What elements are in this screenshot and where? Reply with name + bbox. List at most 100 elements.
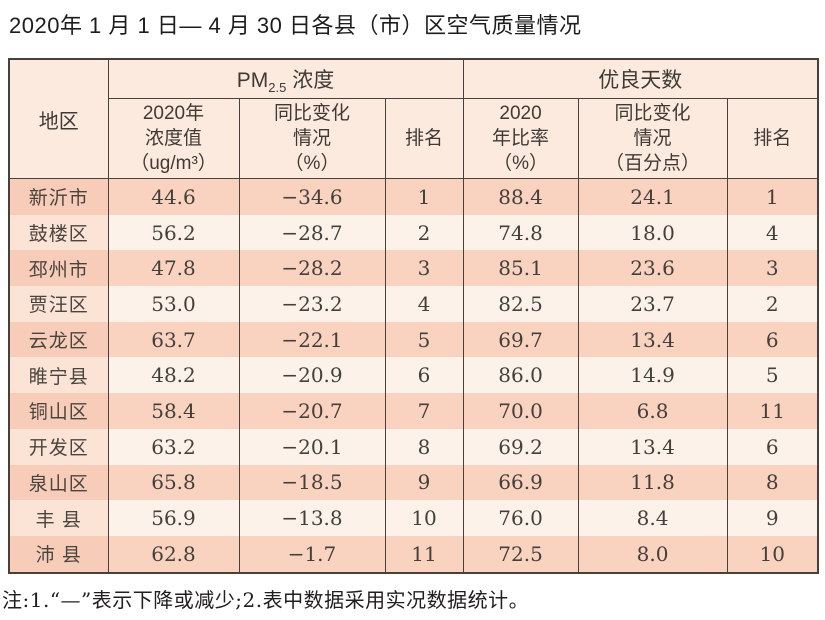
table-row: 铜山区 58.4 −20.7 7 70.0 6.8 11 xyxy=(8,393,819,429)
pm-change-cell: −20.9 xyxy=(238,357,386,394)
good-change-cell: 13.4 xyxy=(577,321,728,358)
good-change-cell: 14.9 xyxy=(577,357,728,394)
good-change-cell: 24.1 xyxy=(577,178,728,215)
pm-value-cell: 56.2 xyxy=(107,214,240,251)
good-ratio-cell: 85.1 xyxy=(462,250,579,287)
pm-value-cell: 44.6 xyxy=(107,178,240,215)
header-good-rank: 排名 xyxy=(726,98,819,179)
pm-rank-cell: 2 xyxy=(384,214,464,251)
header-good-change: 同比变化 情况 （百分点） xyxy=(577,98,728,179)
good-rank-cell: 8 xyxy=(726,464,819,501)
region-cell: 丰 县 xyxy=(8,500,109,536)
good-ratio-cell: 69.2 xyxy=(462,428,579,465)
header-pm25-group: PM2.5 浓度 xyxy=(107,59,464,99)
pm-rank-cell: 9 xyxy=(384,464,464,501)
header-pm-change: 同比变化 情况 （%） xyxy=(238,98,386,179)
pm-change-cell: −13.8 xyxy=(238,500,386,536)
pm-change-cell: −22.1 xyxy=(238,321,386,358)
good-rank-cell: 11 xyxy=(726,393,819,429)
pm-change-cell: −34.6 xyxy=(238,178,386,215)
good-rank-cell: 6 xyxy=(726,321,819,358)
region-cell: 泉山区 xyxy=(8,464,109,501)
good-ratio-cell: 76.0 xyxy=(462,500,579,536)
pm-value-cell: 53.0 xyxy=(107,286,240,322)
good-ratio-cell: 82.5 xyxy=(462,286,579,322)
pm-change-cell: −20.1 xyxy=(238,428,386,465)
region-cell: 邳州市 xyxy=(8,250,109,287)
pm-rank-cell: 8 xyxy=(384,428,464,465)
pm-rank-cell: 7 xyxy=(384,393,464,429)
pm-value-cell: 58.4 xyxy=(107,393,240,429)
pm-change-cell: −18.5 xyxy=(238,464,386,501)
page-title: 2020年 1 月 1 日— 4 月 30 日各县（市）区空气质量情况 xyxy=(9,13,582,38)
pm-value-cell: 65.8 xyxy=(107,464,240,501)
good-rank-cell: 6 xyxy=(726,428,819,465)
good-ratio-cell: 66.9 xyxy=(462,464,579,501)
footnote: 注:1.“—”表示下降或减少;2.表中数据采用实况数据统计。 xyxy=(2,588,530,612)
table-row: 云龙区 63.7 −22.1 5 69.7 13.4 6 xyxy=(8,321,819,358)
table-row: 沛 县 62.8 −1.7 11 72.5 8.0 10 xyxy=(8,535,819,573)
good-ratio-cell: 70.0 xyxy=(462,393,579,429)
table-row: 贾汪区 53.0 −23.2 4 82.5 23.7 2 xyxy=(8,286,819,322)
region-cell: 云龙区 xyxy=(8,321,109,358)
table-row: 睢宁县 48.2 −20.9 6 86.0 14.9 5 xyxy=(8,357,819,394)
pm-rank-cell: 5 xyxy=(384,321,464,358)
pm-change-cell: −28.2 xyxy=(238,250,386,287)
region-cell: 鼓楼区 xyxy=(8,214,109,251)
good-rank-cell: 3 xyxy=(726,250,819,287)
good-change-cell: 13.4 xyxy=(577,428,728,465)
table-row: 泉山区 65.8 −18.5 9 66.9 11.8 8 xyxy=(8,464,819,501)
pm-value-cell: 62.8 xyxy=(107,535,240,573)
table-row: 开发区 63.2 −20.1 8 69.2 13.4 6 xyxy=(8,428,819,465)
table-row: 新沂市 44.6 −34.6 1 88.4 24.1 1 xyxy=(8,178,819,215)
pm-rank-cell: 4 xyxy=(384,286,464,322)
pm-rank-cell: 3 xyxy=(384,250,464,287)
region-cell: 沛 县 xyxy=(8,535,109,573)
good-ratio-cell: 88.4 xyxy=(462,178,579,215)
region-cell: 开发区 xyxy=(8,428,109,465)
good-ratio-cell: 72.5 xyxy=(462,535,579,573)
region-cell: 新沂市 xyxy=(8,178,109,215)
pm25-label-subscript: 2.5 xyxy=(268,80,287,96)
pm25-label-prefix: PM xyxy=(236,69,269,92)
header-pm-value: 2020年 浓度值 （ug/m³） xyxy=(107,98,240,179)
good-change-cell: 11.8 xyxy=(577,464,728,501)
pm-value-cell: 48.2 xyxy=(107,357,240,394)
good-change-cell: 8.4 xyxy=(577,500,728,536)
pm-value-cell: 47.8 xyxy=(107,250,240,287)
good-rank-cell: 2 xyxy=(726,286,819,322)
good-ratio-cell: 74.8 xyxy=(462,214,579,251)
good-rank-cell: 5 xyxy=(726,357,819,394)
table-row: 鼓楼区 56.2 −28.7 2 74.8 18.0 4 xyxy=(8,214,819,251)
good-change-cell: 23.6 xyxy=(577,250,728,287)
header-region: 地区 xyxy=(8,59,109,179)
good-change-cell: 23.7 xyxy=(577,286,728,322)
good-rank-cell: 9 xyxy=(726,500,819,536)
good-ratio-cell: 86.0 xyxy=(462,357,579,394)
good-change-cell: 8.0 xyxy=(577,535,728,573)
pm-rank-cell: 6 xyxy=(384,357,464,394)
region-cell: 睢宁县 xyxy=(8,357,109,394)
header-pm-rank: 排名 xyxy=(384,98,464,179)
pm-change-cell: −28.7 xyxy=(238,214,386,251)
region-cell: 铜山区 xyxy=(8,393,109,429)
header-good-days-group: 优良天数 xyxy=(462,59,819,99)
pm-change-cell: −1.7 xyxy=(238,535,386,573)
pm-rank-cell: 1 xyxy=(384,178,464,215)
pm25-label-suffix: 浓度 xyxy=(286,69,335,92)
header-group-row: 地区 PM2.5 浓度 优良天数 xyxy=(8,59,819,179)
good-change-cell: 18.0 xyxy=(577,214,728,251)
good-change-cell: 6.8 xyxy=(577,393,728,429)
pm-change-cell: −20.7 xyxy=(238,393,386,429)
good-rank-cell: 1 xyxy=(726,178,819,215)
header-sub-row: 2020年 浓度值 （ug/m³） 同比变化 情况 （%） 排名 2020 年比… xyxy=(9,98,819,179)
table-row: 丰 县 56.9 −13.8 10 76.0 8.4 9 xyxy=(8,500,819,536)
pm-rank-cell: 10 xyxy=(384,500,464,536)
pm-value-cell: 56.9 xyxy=(107,500,240,536)
air-quality-table: 地区 PM2.5 浓度 优良天数 2020年 浓度值 （ug/m³） 同比变化 … xyxy=(8,58,820,574)
table-row: 邳州市 47.8 −28.2 3 85.1 23.6 3 xyxy=(8,250,819,287)
good-rank-cell: 4 xyxy=(726,214,819,251)
region-cell: 贾汪区 xyxy=(8,286,109,322)
good-ratio-cell: 69.7 xyxy=(462,321,579,358)
